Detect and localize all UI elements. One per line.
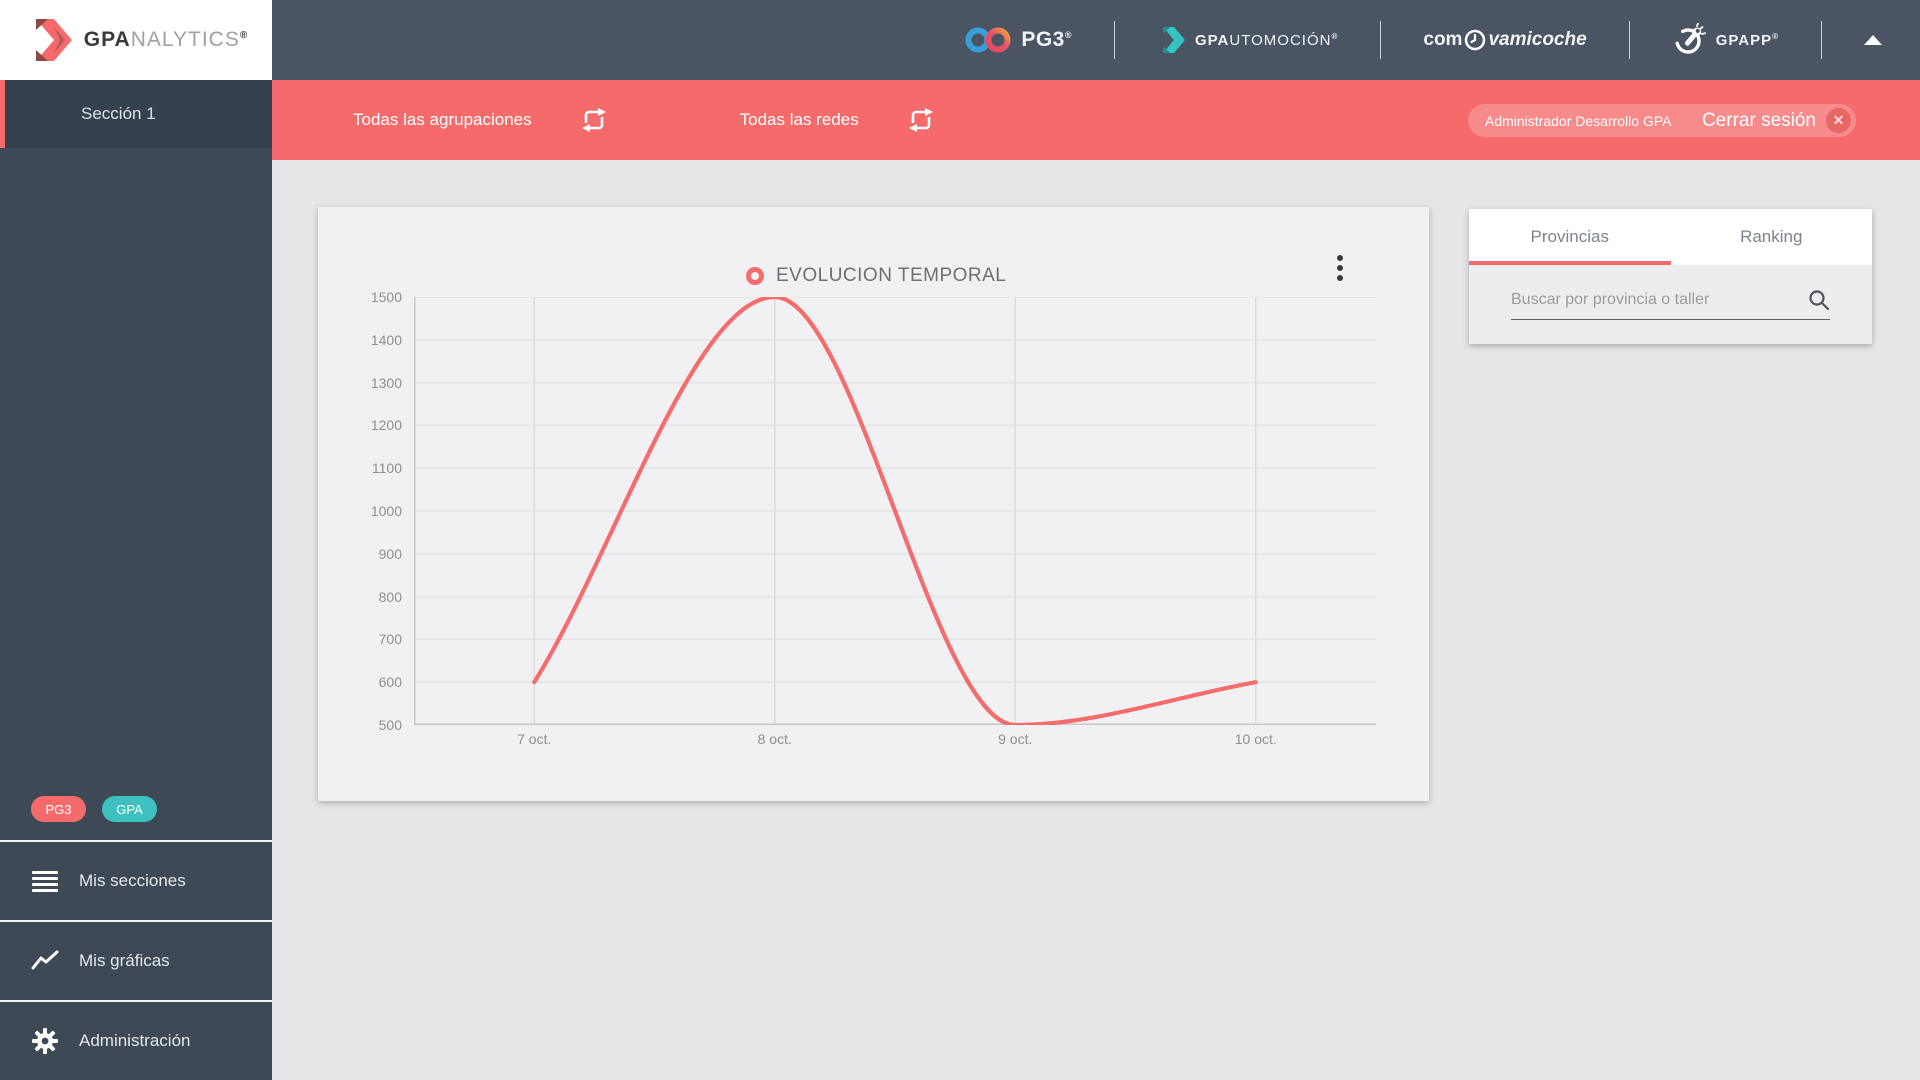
brand-gpapp: GPAPP®: [1630, 23, 1821, 57]
y-tick-label: 700: [378, 631, 402, 648]
coche-prefix: com: [1423, 29, 1463, 50]
gear-icon: [31, 1027, 59, 1055]
section-label: Sección 1: [81, 104, 156, 123]
coche-suffix: vamicoche: [1488, 29, 1587, 50]
brand-divider: [1821, 21, 1822, 59]
x-axis-labels: 7 oct. 8 oct. 9 oct. 10 oct.: [414, 731, 1376, 753]
x-tick-label: 7 oct.: [517, 731, 552, 747]
line-chart-icon: [31, 947, 59, 975]
menu-label: Mis secciones: [79, 871, 186, 890]
session-pill: Administrador Desarrollo GPA Cerrar sesi…: [1468, 104, 1856, 137]
sidebar-item-seccion-1[interactable]: Sección 1: [0, 80, 272, 148]
swap-icon[interactable]: [907, 107, 935, 133]
clock-icon: [1465, 29, 1486, 51]
plot-area: 500 600 700 800 900 1000 1100 1200 1300 1400 1500 …: [371, 289, 1376, 747]
y-tick-label: 1100: [371, 460, 402, 477]
gpapp-label: GPAPP®: [1715, 31, 1779, 49]
search-field[interactable]: [1511, 289, 1830, 320]
app-logo-text: GPANALYTICS®: [83, 28, 249, 51]
y-tick-label: 600: [378, 674, 402, 691]
sidebar-item-mis-secciones[interactable]: Mis secciones: [0, 840, 272, 920]
gpanalytics-arrow-icon: [35, 19, 72, 61]
brand-divider: [1628, 21, 1630, 59]
provinces-panel: Provincias Ranking: [1469, 209, 1872, 344]
sidebar-spacer: [0, 148, 272, 796]
filter-label: Todas las redes: [739, 110, 859, 129]
y-tick-label: 1300: [370, 374, 402, 391]
y-tick-label: 1400: [370, 331, 402, 348]
brand-comprovamicoche: com vamicoche: [1381, 29, 1628, 51]
brand-divider: [1380, 21, 1382, 59]
x-tick-label: 8 oct.: [757, 731, 792, 747]
badge-row: PG3 GPA: [0, 796, 272, 840]
tab-provincias[interactable]: Provincias: [1469, 209, 1671, 265]
menu-label: Administración: [79, 1031, 191, 1050]
current-user-label: Administrador Desarrollo GPA: [1485, 112, 1672, 129]
chart-title: EVOLUCION TEMPORAL: [776, 265, 1007, 286]
top-header: PG3® GPAUTOMOCIÓN® com vamicoche: [272, 0, 1920, 80]
x-tick-label: 9 oct.: [998, 731, 1033, 747]
y-tick-label: 1500: [370, 289, 402, 305]
sidebar-item-administracion[interactable]: Administración: [0, 1000, 272, 1080]
brand-gpautomocion: GPAUTOMOCIÓN®: [1115, 27, 1380, 53]
collapse-header-caret-icon[interactable]: [1864, 35, 1882, 45]
y-axis-labels: 500 600 700 800 900 1000 1100 1200 1300 1400 1500: [336, 289, 402, 733]
logout-button[interactable]: Cerrar sesión ✕: [1702, 108, 1851, 133]
sidebar: GPANALYTICS® Sección 1 PG3 GPA Mis secci…: [0, 0, 272, 1080]
brand-divider: [1114, 21, 1115, 59]
gpapp-wrench-icon: [1674, 23, 1706, 54]
pg3-label: PG3®: [1021, 28, 1072, 51]
brand-pg3: PG3®: [923, 25, 1114, 55]
y-tick-label: 1200: [370, 417, 402, 434]
swap-icon[interactable]: [580, 107, 608, 133]
y-tick-label: 800: [378, 588, 402, 605]
menu-label: Mis gráficas: [79, 951, 170, 970]
panel-tabs: Provincias Ranking: [1469, 209, 1872, 265]
app-logo[interactable]: GPANALYTICS®: [0, 0, 272, 80]
gpautomocion-label: GPAUTOMOCIÓN®: [1195, 31, 1339, 49]
chart-card: EVOLUCION TEMPORAL 500 600 700 800 900 1000 11…: [318, 207, 1429, 801]
filter-redes[interactable]: Todas las redes: [740, 107, 935, 133]
logout-label: Cerrar sesión: [1701, 109, 1816, 131]
y-tick-label: 1000: [370, 503, 402, 519]
gpautomocion-arrow-icon: [1163, 27, 1185, 53]
series-line: [532, 294, 1258, 728]
gpa-badge[interactable]: GPA: [102, 796, 157, 822]
pg3-infinity-icon: [965, 27, 1011, 53]
x-tick-label: 10 oct.: [1234, 731, 1277, 747]
y-tick-label: 900: [378, 545, 402, 562]
list-icon: [31, 867, 59, 895]
panel-body: [1469, 265, 1872, 344]
search-icon[interactable]: [1808, 289, 1830, 311]
filter-agrupaciones[interactable]: Todas las agrupaciones: [353, 107, 608, 133]
chart-legend[interactable]: EVOLUCION TEMPORAL: [746, 265, 1006, 287]
legend-marker-icon: [746, 267, 764, 285]
search-input[interactable]: [1511, 291, 1808, 309]
tab-ranking[interactable]: Ranking: [1740, 227, 1803, 246]
filter-toolbar: Todas las agrupaciones Todas las redes A…: [272, 80, 1920, 160]
kebab-menu-icon[interactable]: [1333, 251, 1347, 285]
filter-label: Todas las agrupaciones: [353, 110, 532, 129]
pg3-badge[interactable]: PG3: [31, 796, 86, 822]
y-tick-label: 500: [378, 717, 402, 733]
sidebar-item-mis-graficas[interactable]: Mis gráficas: [0, 920, 272, 1000]
chart-svg: [414, 294, 1376, 728]
close-session-icon[interactable]: ✕: [1826, 108, 1851, 133]
